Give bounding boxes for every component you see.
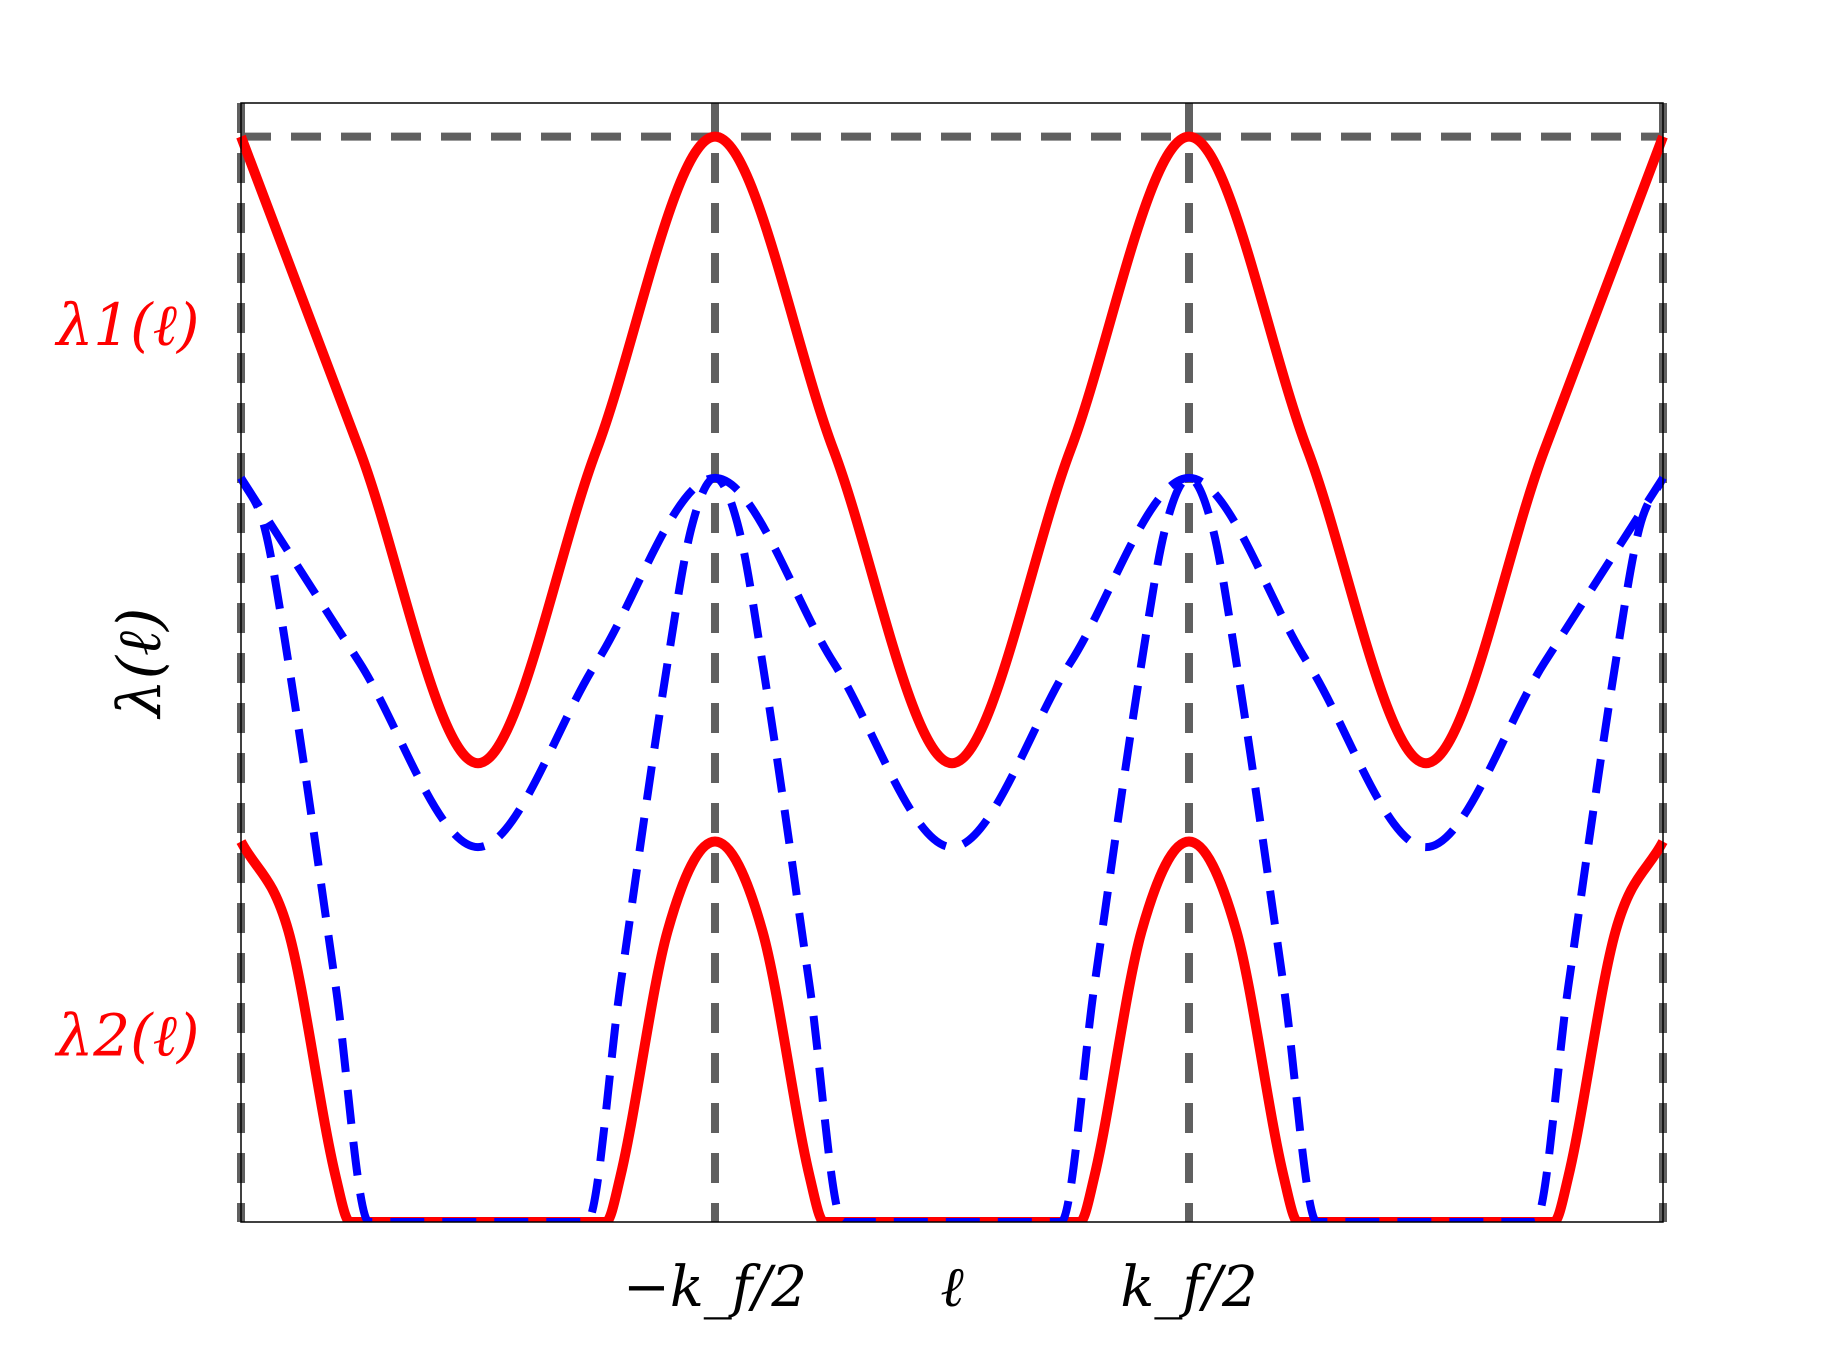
x-tick-labels: −k_f/2 k_f/2 xyxy=(623,1255,1258,1320)
series-line-2 xyxy=(237,473,1667,852)
plot-frame xyxy=(240,102,1664,1223)
band-labels: λ1(ℓ) λ2(ℓ) xyxy=(54,291,199,1070)
series-line-1 xyxy=(236,836,1668,1222)
band-label-0: λ1(ℓ) xyxy=(54,291,199,359)
series-line-3 xyxy=(237,473,1667,1222)
x-axis-label: ℓ xyxy=(940,1255,964,1320)
x-tick-label-1: k_f/2 xyxy=(1120,1255,1257,1320)
series-line-0 xyxy=(236,131,1668,769)
reference-lines xyxy=(237,103,1667,1222)
series-layer xyxy=(236,131,1668,1222)
band-label-1: λ2(ℓ) xyxy=(54,1001,199,1069)
x-tick-label-0: −k_f/2 xyxy=(623,1255,807,1320)
y-axis-label: λ(ℓ) xyxy=(105,608,175,720)
